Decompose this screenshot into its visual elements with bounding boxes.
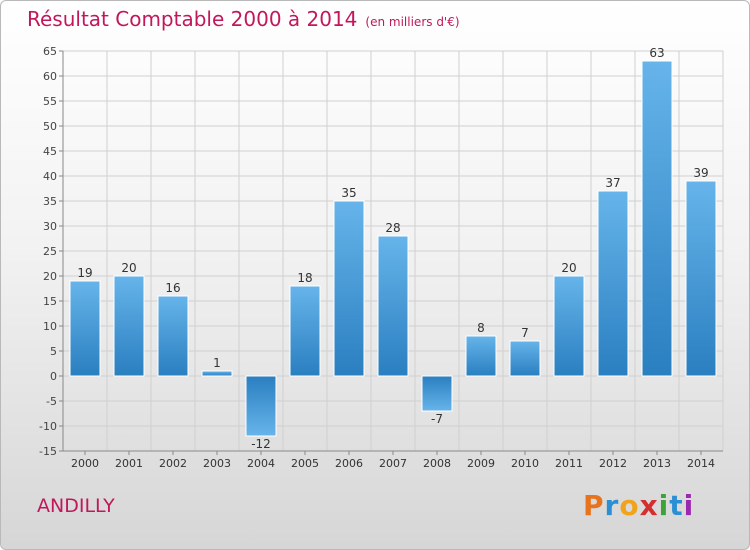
x-tick-label: 2006 [335, 457, 363, 470]
x-tick-label: 2007 [379, 457, 407, 470]
axes: -15 -10 -5 0 5 10 15 20 25 30 35 40 45 50 55 60 65 2000 20… [39, 45, 723, 470]
y-tick-label: -15 [39, 445, 57, 458]
y-tick-label: 35 [43, 195, 57, 208]
y-tick-label: -10 [39, 420, 57, 433]
chart-title: Résultat Comptable 2000 à 2014 (en millie… [27, 7, 460, 31]
data-label: -7 [431, 412, 443, 426]
y-tick-label: 0 [50, 370, 57, 383]
bar-2003 [201, 370, 233, 377]
x-tick-label: 2012 [599, 457, 627, 470]
data-labels: 19 20 16 1 -12 18 35 28 -7 8 7 20 37 63 39 [77, 46, 708, 451]
x-tick-label: 2008 [423, 457, 451, 470]
y-tick-label: -5 [46, 395, 57, 408]
y-tick-label: 55 [43, 95, 57, 108]
bar-2007 [377, 235, 409, 377]
bar-2002 [157, 295, 189, 377]
bar-2010 [509, 340, 541, 377]
y-tick-label: 40 [43, 170, 57, 183]
bar-2009 [465, 335, 497, 377]
data-label: 8 [477, 321, 485, 335]
x-tick-label: 2011 [555, 457, 583, 470]
data-label: 37 [605, 176, 620, 190]
y-tick-label: 30 [43, 220, 57, 233]
y-tick-label: 10 [43, 320, 57, 333]
data-label: 18 [297, 271, 312, 285]
x-tick-label: 2014 [687, 457, 715, 470]
bar-2008 [421, 375, 453, 412]
bars [69, 60, 717, 437]
bar-2012 [597, 190, 629, 377]
bar-2013 [641, 60, 673, 377]
x-tick-label: 2004 [247, 457, 275, 470]
data-label: 1 [213, 356, 221, 370]
logo-letter: r [604, 489, 620, 522]
bar-2001 [113, 275, 145, 377]
logo-letter: P [583, 489, 605, 522]
y-tick-label: 65 [43, 45, 57, 58]
data-label: 20 [121, 261, 136, 275]
data-label: 20 [561, 261, 576, 275]
bar-2011 [553, 275, 585, 377]
y-tick-label: 15 [43, 295, 57, 308]
logo-letter: i [683, 489, 695, 522]
y-tick-label: 25 [43, 245, 57, 258]
data-label: 39 [693, 166, 708, 180]
y-tick-label: 50 [43, 120, 57, 133]
bar-2000 [69, 280, 101, 377]
logo-letter: o [619, 489, 640, 522]
bar-2005 [289, 285, 321, 377]
y-tick-label: 45 [43, 145, 57, 158]
data-label: 28 [385, 221, 400, 235]
data-label: 16 [165, 281, 180, 295]
logo-letter: x [639, 489, 659, 522]
data-label: 7 [521, 326, 529, 340]
x-tick-label: 2000 [71, 457, 99, 470]
data-label: -12 [251, 437, 271, 451]
bar-2006 [333, 200, 365, 377]
y-tick-label: 20 [43, 270, 57, 283]
x-tick-label: 2003 [203, 457, 231, 470]
x-tick-label: 2010 [511, 457, 539, 470]
x-tick-label: 2013 [643, 457, 671, 470]
bar-2014 [685, 180, 717, 377]
logo-letter: t [669, 489, 684, 522]
municipality-name: ANDILLY [37, 495, 115, 517]
data-label: 63 [649, 46, 664, 60]
data-label: 19 [77, 266, 92, 280]
x-tick-label: 2001 [115, 457, 143, 470]
x-tick-label: 2009 [467, 457, 495, 470]
proxiti-logo: Proxiti [583, 489, 694, 522]
y-tick-label: 5 [50, 345, 57, 358]
x-tick-label: 2002 [159, 457, 187, 470]
y-tick-label: 60 [43, 70, 57, 83]
bar-2004 [245, 375, 277, 437]
logo-letter: i [658, 489, 670, 522]
data-label: 35 [341, 186, 356, 200]
chart-subtitle: (en milliers d'€) [365, 15, 460, 29]
x-tick-label: 2005 [291, 457, 319, 470]
